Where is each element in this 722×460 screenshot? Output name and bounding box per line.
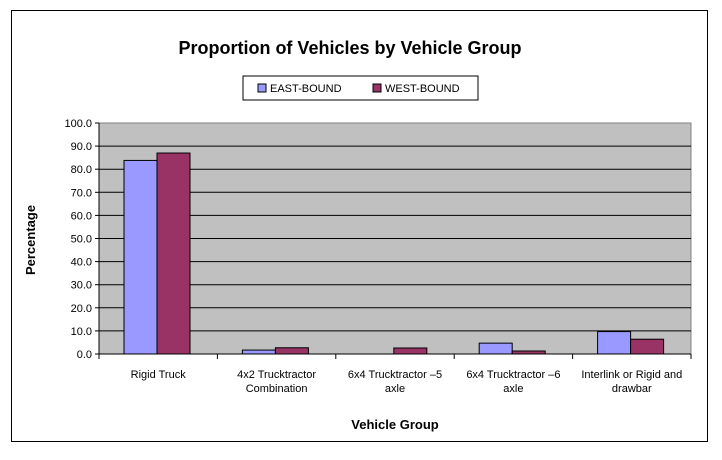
bar-west-bound [511,350,546,355]
plot-area: 0.0 10.0 20.0 30.0 40.0 50.0 60.0 70.0 80.0 90.0 1… [64,118,692,395]
bar-west-bound [630,338,665,355]
x-tick-label: 6x4 Trucktractor –5 [348,369,442,381]
x-tick-label: Interlink or Rigid and [581,369,682,381]
chart-svg: Proportion of Vehicles by Vehicle Group … [23,38,692,432]
bar-east-bound [241,349,276,355]
x-tick-label: 6x4 Trucktractor –6 [466,369,560,381]
x-tick-label: axle [503,383,523,395]
x-tick-label: axle [385,383,405,395]
y-tick-label: 10.0 [71,326,92,338]
y-tick-label: 100.0 [64,118,92,130]
y-tick-label: 50.0 [71,234,92,246]
y-tick-label: 60.0 [71,210,92,222]
y-axis-title: Percentage [23,205,38,275]
y-tick-label: 20.0 [71,303,92,315]
legend-label-west-bound: WEST-BOUND [385,83,460,95]
y-tick-label: 0.0 [77,349,92,361]
bar-east-bound [123,159,158,355]
bar-east-bound [478,342,513,355]
legend-label-east-bound: EAST-BOUND [270,83,342,95]
y-tick-label: 80.0 [71,164,92,176]
chart-frame: Proportion of Vehicles by Vehicle Group … [11,10,708,442]
bar-west-bound [156,152,191,355]
x-tick-label: 4x2 Trucktractor [237,369,316,381]
y-tick-label: 40.0 [71,257,92,269]
x-axis-title: Vehicle Group [351,417,438,432]
legend-swatch-west-bound [372,83,382,93]
x-tick-label: drawbar [612,383,652,395]
legend-swatch-east-bound [257,83,267,93]
bar-east-bound [597,331,632,355]
y-tick-label: 70.0 [71,187,92,199]
legend-box [242,75,479,101]
y-tick-label: 90.0 [71,141,92,153]
y-tick-label: 30.0 [71,280,92,292]
x-tick-label: Rigid Truck [131,369,187,381]
x-tick-label: Combination [246,383,308,395]
bar-west-bound [274,347,309,355]
bar-west-bound [393,347,428,355]
legend: EAST-BOUND WEST-BOUND [242,75,479,101]
chart-title: Proportion of Vehicles by Vehicle Group [178,38,521,58]
